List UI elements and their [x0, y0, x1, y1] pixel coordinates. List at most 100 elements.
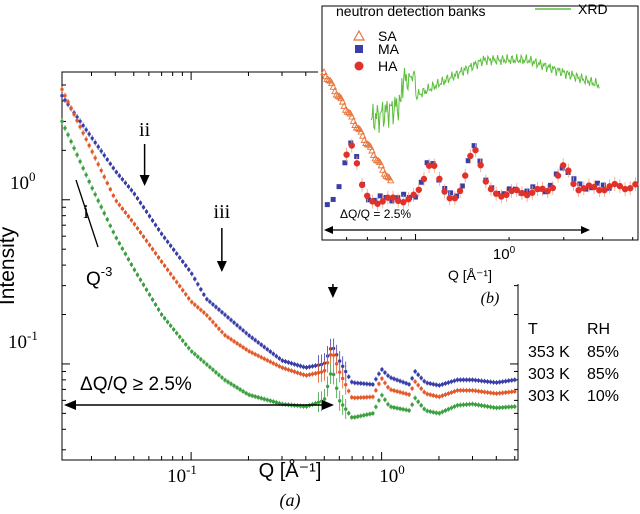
data-point [114, 170, 119, 174]
data-point [268, 399, 272, 403]
sa-point [382, 171, 390, 179]
ha-point [632, 181, 639, 188]
data-point [440, 382, 445, 387]
ha-point [415, 186, 422, 193]
data-point [455, 378, 460, 382]
data-point [75, 115, 79, 119]
data-point [350, 415, 354, 420]
data-point [147, 243, 152, 247]
data-point [443, 408, 448, 413]
plot-b-frame [321, 5, 639, 241]
ma-point [424, 160, 430, 166]
data-point [353, 396, 357, 400]
ha-point [384, 194, 392, 201]
data-point [217, 326, 221, 331]
legend-rh-303k-85: 85% [587, 366, 619, 383]
data-point [325, 361, 330, 365]
data-point [99, 205, 103, 209]
data-point [69, 106, 73, 110]
ma-point [571, 176, 577, 182]
annotation-arrows [139, 144, 338, 298]
data-point [353, 415, 357, 419]
data-point [428, 409, 432, 414]
data-point [440, 410, 445, 414]
inset-x-axis-title: Q [Å⁻¹] [448, 267, 492, 283]
data-point [220, 375, 224, 380]
ma-point [389, 198, 395, 204]
data-point [174, 331, 179, 335]
data-point [350, 395, 354, 400]
data-point [277, 356, 282, 361]
data-point [99, 149, 103, 153]
series-303-K-85pct [60, 86, 517, 401]
data-point [482, 390, 487, 394]
ha-point [554, 172, 562, 179]
data-point [374, 377, 378, 381]
data-point [413, 379, 417, 384]
data-point [132, 268, 137, 272]
data-point [425, 381, 429, 385]
legend-sa-label: SA [378, 28, 397, 44]
data-point [383, 381, 387, 385]
data-point [362, 395, 366, 400]
data-point [156, 307, 161, 312]
sa-point [327, 78, 336, 86]
data-point [99, 168, 103, 173]
legend-sa-marker [352, 29, 366, 41]
data-point [87, 179, 91, 184]
data-point [144, 209, 149, 214]
data-point [392, 405, 396, 410]
data-point [470, 388, 475, 393]
data-point [274, 354, 279, 358]
data-point [344, 369, 348, 374]
slope-guide-line [75, 179, 99, 248]
data-point [114, 236, 119, 240]
data-point [75, 153, 79, 157]
data-point [217, 307, 221, 312]
data-point [446, 407, 451, 411]
legend-t-303k-10: 303 K [528, 388, 570, 405]
data-point [223, 313, 227, 317]
data-point [383, 398, 387, 402]
data-point [135, 196, 140, 201]
ha-point [348, 142, 355, 149]
data-point [485, 379, 490, 384]
data-point [120, 177, 125, 182]
sa-point [348, 112, 356, 120]
sa-point [354, 124, 362, 132]
data-point [313, 401, 318, 406]
data-point [491, 380, 496, 384]
panel-a: 10-1 100 100 10-1 Intensity Q [Å⁻¹] (a) … [0, 71, 619, 511]
data-point [265, 398, 269, 402]
sa-point [340, 102, 348, 110]
data-point [298, 372, 303, 376]
data-point [178, 284, 182, 288]
ha-point [364, 192, 371, 200]
series-353-K-85pct [60, 92, 517, 388]
ha-point [420, 175, 428, 183]
data-point [347, 375, 351, 379]
data-point [337, 359, 342, 363]
ma-point [448, 190, 454, 196]
data-point [268, 349, 272, 354]
data-point [250, 393, 254, 398]
data-point [365, 395, 369, 399]
data-point [510, 405, 514, 409]
data-point [292, 370, 297, 374]
data-point [111, 193, 116, 198]
data-point [416, 399, 420, 404]
ha-point [544, 187, 551, 195]
data-point [319, 370, 324, 374]
data-point [235, 323, 239, 327]
data-point [356, 414, 360, 419]
data-point [407, 392, 411, 397]
data-point [66, 133, 70, 137]
sa-point [345, 108, 353, 116]
legend-b-sa: SA [352, 28, 397, 44]
data-point [295, 371, 300, 375]
data-point [313, 371, 318, 376]
ha-point [379, 198, 386, 205]
data-point [156, 255, 161, 260]
data-point [277, 364, 282, 368]
data-point [153, 251, 158, 255]
